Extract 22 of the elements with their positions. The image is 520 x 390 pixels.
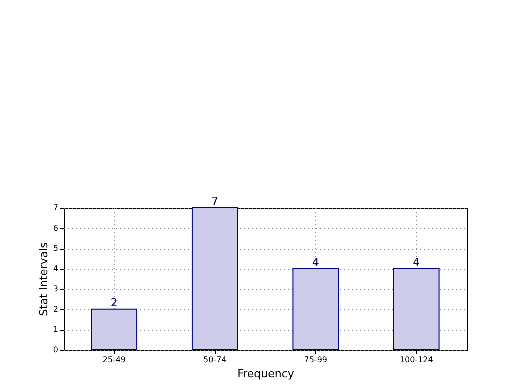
y-tick-label: 5 (53, 244, 58, 254)
bar (192, 208, 238, 350)
y-tick-label: 2 (53, 304, 58, 314)
data-label: 2 (110, 296, 118, 310)
data-label: 4 (312, 256, 320, 269)
x-tick-label: 50-74 (204, 356, 227, 364)
y-tick-label: 0 (53, 346, 58, 354)
x-tick-label: 25-49 (102, 356, 126, 364)
x-tick-label: 75-99 (304, 356, 328, 364)
data-label: 4 (413, 256, 420, 269)
data-label: 7 (212, 195, 219, 208)
y-tick-label: 3 (53, 284, 58, 294)
x-tick-label: 100-124 (400, 356, 434, 364)
y-axis-title: Stat Intervals (37, 242, 50, 316)
bar (393, 268, 440, 350)
y-tick-label: 6 (53, 224, 58, 233)
x-axis-title: Frequency (238, 368, 295, 380)
y-tick-label: 4 (53, 264, 58, 274)
bar (292, 268, 340, 350)
bar (91, 308, 138, 350)
y-tick-label: 1 (53, 325, 58, 334)
y-tick-label: 7 (53, 204, 58, 212)
